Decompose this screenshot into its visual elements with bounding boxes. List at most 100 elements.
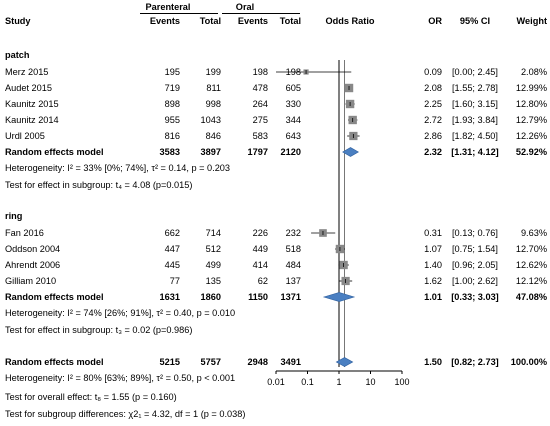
total2-cell: 137 xyxy=(285,276,301,286)
or-cell: 2.72 xyxy=(424,115,442,125)
ci-cell: [0.33; 3.03] xyxy=(451,292,499,302)
total1-header: Total xyxy=(199,16,221,26)
events1-cell: 5215 xyxy=(159,357,180,367)
pooled-diamond xyxy=(335,357,354,367)
oral-header: Oral xyxy=(235,2,255,12)
weight-cell: 52.92% xyxy=(515,147,547,157)
total2-cell: 518 xyxy=(285,244,301,254)
subgroup-test-ring: Test for effect in subgroup: t₃ = 0.02 (… xyxy=(5,325,193,335)
events2-cell: 414 xyxy=(252,260,268,270)
ci-header: 95% CI xyxy=(459,16,491,26)
or-cell: 0.31 xyxy=(424,228,442,238)
ci-cell: [0.82; 2.73] xyxy=(451,357,499,367)
or-cell: 1.01 xyxy=(424,292,442,302)
weight-cell: 100.00% xyxy=(510,357,547,367)
events1-cell: 77 xyxy=(169,276,180,286)
total2-cell: 330 xyxy=(285,99,301,109)
or-header: OR xyxy=(428,16,442,26)
events1-cell: 816 xyxy=(164,131,180,141)
or-cell: 1.40 xyxy=(424,260,442,270)
oral-underline xyxy=(222,13,300,14)
study-name: Urdl 2005 xyxy=(5,131,45,141)
events1-cell: 447 xyxy=(164,244,180,254)
x-tick-label: 0.01 xyxy=(267,377,285,387)
events1-header: Events xyxy=(149,16,180,26)
ci-cell: [1.82; 4.50] xyxy=(452,131,498,141)
total2-header: Total xyxy=(279,16,301,26)
subgroup-differences-test: Test for subgroup differences: χ2₁ = 4.3… xyxy=(5,409,246,419)
total1-cell: 846 xyxy=(205,131,221,141)
weight-cell: 12.99% xyxy=(515,83,547,93)
weight-cell: 12.70% xyxy=(515,244,547,254)
ci-cell: [1.00; 2.62] xyxy=(452,276,498,286)
weight-cell: 47.08% xyxy=(515,292,547,302)
events2-cell: 583 xyxy=(252,131,268,141)
events1-cell: 445 xyxy=(164,260,180,270)
study-name: Fan 2016 xyxy=(5,228,44,238)
events1-cell: 1631 xyxy=(159,292,180,302)
pooled-label: Random effects model xyxy=(5,147,104,157)
total2-cell: 2120 xyxy=(280,147,301,157)
overall-label: Random effects model xyxy=(5,357,104,367)
events2-cell: 226 xyxy=(252,228,268,238)
events2-cell: 1150 xyxy=(248,292,268,302)
total1-cell: 1860 xyxy=(200,292,221,302)
or-cell: 1.07 xyxy=(424,244,442,254)
total2-cell: 232 xyxy=(285,228,301,238)
events2-cell: 1797 xyxy=(247,147,268,157)
total1-cell: 3897 xyxy=(200,147,221,157)
study-name: Audet 2015 xyxy=(5,83,53,93)
group-label-patch: patch xyxy=(5,50,30,60)
heterogeneity-ring: Heterogeneity: I² = 74% [26%; 91%], τ² =… xyxy=(5,308,236,318)
study-header: Study xyxy=(5,16,31,26)
total2-cell: 605 xyxy=(285,83,301,93)
x-tick-label: 100 xyxy=(394,377,409,387)
weight-header: Weight xyxy=(516,16,547,26)
events1-cell: 662 xyxy=(164,228,180,238)
study-name: Kaunitz 2014 xyxy=(5,115,59,125)
total2-cell: 3491 xyxy=(280,357,301,367)
events1-cell: 3583 xyxy=(159,147,180,157)
events2-header: Events xyxy=(237,16,268,26)
total1-cell: 998 xyxy=(205,99,221,109)
total1-cell: 199 xyxy=(205,67,221,77)
ci-cell: [1.55; 2.78] xyxy=(452,83,498,93)
events2-cell: 62 xyxy=(257,276,268,286)
ci-cell: [1.31; 4.12] xyxy=(451,147,499,157)
total1-cell: 5757 xyxy=(200,357,221,367)
weight-cell: 12.80% xyxy=(515,99,547,109)
x-tick-label: 10 xyxy=(365,377,375,387)
weight-cell: 2.08% xyxy=(520,67,547,77)
total1-cell: 1043 xyxy=(200,115,221,125)
events2-cell: 198 xyxy=(252,67,268,77)
weight-cell: 9.63% xyxy=(520,228,547,238)
x-tick-label: 1 xyxy=(336,377,341,387)
group-label-ring: ring xyxy=(5,211,23,221)
weight-cell: 12.79% xyxy=(515,115,547,125)
subgroup-test-patch: Test for effect in subgroup: t₄ = 4.08 (… xyxy=(5,180,193,190)
odds-ratio-header: Odds Ratio xyxy=(325,16,375,26)
total2-cell: 643 xyxy=(285,131,301,141)
total1-cell: 135 xyxy=(205,276,221,286)
total1-cell: 512 xyxy=(205,244,221,254)
pooled-diamond xyxy=(322,292,356,302)
or-cell: 1.50 xyxy=(424,357,442,367)
weight-cell: 12.62% xyxy=(515,260,547,270)
events1-cell: 719 xyxy=(164,83,180,93)
total1-cell: 714 xyxy=(205,228,221,238)
total2-cell: 344 xyxy=(285,115,301,125)
overall-effect-test: Test for overall effect: t₈ = 1.55 (p = … xyxy=(5,392,177,402)
parenteral-underline xyxy=(140,13,218,14)
heterogeneity-overall: Heterogeneity: I² = 80% [63%; 89%], τ² =… xyxy=(5,373,236,383)
ci-cell: [0.00; 2.45] xyxy=(452,67,498,77)
weight-cell: 12.12% xyxy=(515,276,547,286)
events2-cell: 264 xyxy=(252,99,268,109)
or-cell: 2.08 xyxy=(424,83,442,93)
pooled-label: Random effects model xyxy=(5,292,104,302)
study-name: Kaunitz 2015 xyxy=(5,99,59,109)
study-name: Oddson 2004 xyxy=(5,244,61,254)
events2-cell: 275 xyxy=(252,115,268,125)
events1-cell: 195 xyxy=(164,67,180,77)
pooled-diamond xyxy=(342,147,359,157)
